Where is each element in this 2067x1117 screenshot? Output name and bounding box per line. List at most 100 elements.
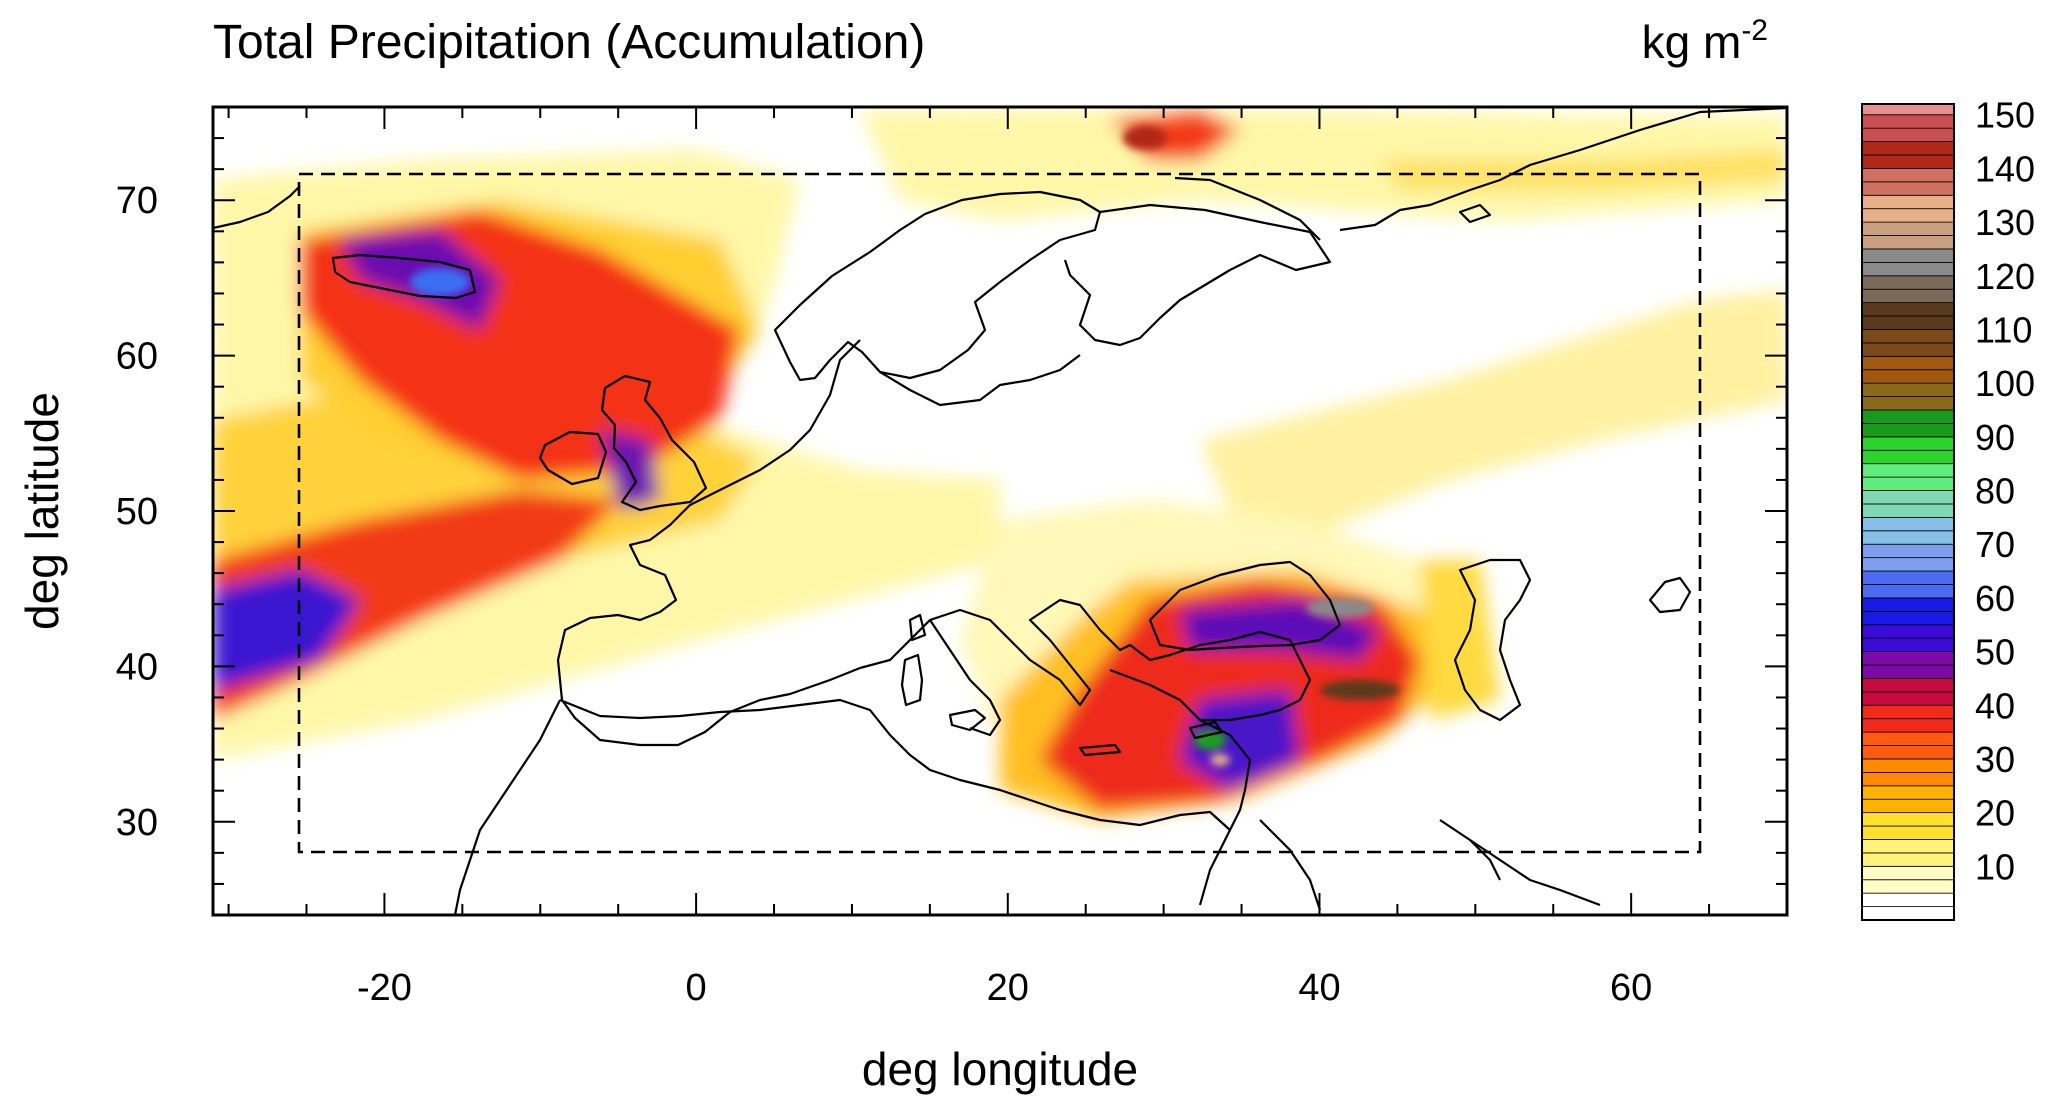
colorbar-segment	[1861, 275, 1955, 290]
colorbar-tick-label: 90	[1975, 417, 2015, 458]
colorbar-segment	[1861, 879, 1955, 894]
colorbar-tick-label: 30	[1975, 739, 2015, 780]
precipitation-cores	[410, 126, 1400, 766]
map-panel	[213, 107, 1787, 915]
colorbar-segment	[1861, 651, 1955, 666]
colorbar-segment	[1861, 570, 1955, 585]
colorbar-segment	[1861, 865, 1955, 881]
colorbar-segment	[1861, 543, 1955, 559]
colorbar-segment	[1861, 302, 1955, 317]
domain-box	[297, 172, 1702, 854]
units-label: kg m-2	[1642, 14, 1768, 68]
colorbar-segment	[1861, 369, 1955, 384]
colorbar-tick-label: 150	[1975, 95, 2035, 136]
colorbar-segment	[1861, 355, 1955, 371]
colorbar-segment	[1861, 463, 1955, 478]
colorbar-segment	[1861, 261, 1955, 277]
colorbar-segment	[1861, 839, 1955, 854]
colorbar-segment	[1861, 409, 1955, 424]
colorbar-segment	[1861, 637, 1955, 652]
colorbar-segment	[1861, 181, 1955, 196]
colorbar-segment	[1861, 892, 1955, 907]
colorbar-tick-label: 140	[1975, 148, 2035, 189]
precipitation-field	[213, 108, 1787, 820]
colorbar-segment	[1861, 503, 1955, 518]
y-tick-label: 40	[116, 646, 158, 688]
colorbar-segment	[1861, 382, 1955, 397]
colorbar-segment	[1861, 141, 1955, 156]
colorbar-frame	[1861, 103, 1955, 921]
colorbar-tick-label: 110	[1975, 309, 2032, 350]
colorbar-tick-label: 60	[1975, 578, 2015, 619]
y-tick-label: 50	[116, 491, 158, 533]
colorbar-labels: 10 20 30 40 50 60 70 80 90 100 110 120 130 140 150	[1975, 95, 2035, 888]
colorbar-segment	[1861, 342, 1955, 357]
y-tick-label: 60	[116, 336, 158, 378]
colorbar-segment	[1861, 610, 1955, 626]
colorbar-segment	[1861, 288, 1955, 304]
y-axis-label: deg latitude	[16, 392, 68, 630]
colorbar-tick-label: 80	[1975, 471, 2015, 512]
colorbar-segment	[1861, 745, 1955, 760]
colorbar-segment	[1861, 597, 1955, 612]
colorbar-segment	[1861, 678, 1955, 693]
colorbar-segment	[1861, 208, 1955, 223]
colorbar-segment	[1861, 798, 1955, 814]
coastlines	[213, 107, 1787, 915]
colorbar-segment	[1861, 691, 1955, 706]
colorbar-segment	[1861, 449, 1955, 465]
x-tick-label: 60	[1610, 967, 1652, 1009]
colorbar-segment	[1861, 168, 1955, 183]
colorbar-tick-label: 10	[1975, 846, 2015, 887]
colorbar-segment	[1861, 436, 1955, 451]
colorbar-segment	[1861, 423, 1955, 438]
axis-ticks	[213, 106, 1788, 916]
colorbar-segment	[1861, 490, 1955, 505]
colorbar-segment	[1861, 731, 1955, 746]
colorbar-segment	[1861, 329, 1955, 344]
colorbar-tick-label: 40	[1975, 685, 2015, 726]
colorbar-segment	[1861, 530, 1955, 545]
colorbar-segment	[1861, 624, 1955, 639]
y-tick-labels: 30 40 50 60 70	[116, 180, 158, 844]
colorbar-segment	[1861, 396, 1955, 411]
colorbar-segment	[1861, 154, 1955, 169]
colorbar-segment	[1861, 127, 1955, 142]
colorbar-segment	[1861, 758, 1955, 773]
colorbar-segment	[1861, 825, 1955, 840]
colorbar-tick-label: 120	[1975, 256, 2035, 297]
colorbar-segment	[1861, 516, 1955, 532]
x-tick-label: 20	[987, 967, 1029, 1009]
colorbar-segment	[1861, 785, 1955, 800]
colorbar-segment	[1861, 114, 1955, 129]
colorbar-tick-label: 50	[1975, 632, 2015, 673]
x-tick-label: -20	[357, 967, 412, 1009]
colorbar-tick-label: 20	[1975, 793, 2015, 834]
colorbar-segment	[1861, 315, 1955, 330]
colorbar-segment	[1861, 718, 1955, 733]
y-tick-label: 70	[116, 180, 158, 222]
x-tick-label: 40	[1298, 967, 1340, 1009]
colorbar-segment	[1861, 584, 1955, 599]
y-tick-label: 30	[116, 802, 158, 844]
colorbar-segment	[1861, 664, 1955, 679]
colorbar-tick-label: 70	[1975, 524, 2015, 565]
colorbar-segment	[1861, 194, 1955, 210]
colorbar-segment	[1861, 235, 1955, 250]
map-title: Total Precipitation (Accumulation)	[213, 16, 925, 69]
colorbar-segment	[1861, 812, 1955, 827]
x-tick-label: 0	[686, 967, 707, 1009]
colorbar-segment	[1861, 704, 1955, 720]
colorbar-tick-label: 130	[1975, 202, 2035, 243]
colorbar	[1861, 103, 1955, 921]
colorbar-segment	[1861, 557, 1955, 572]
colorbar-segment	[1861, 906, 1955, 921]
colorbar-segment	[1861, 221, 1955, 236]
units-exponent: -2	[1741, 14, 1768, 47]
colorbar-segment	[1861, 852, 1955, 867]
colorbar-segment	[1861, 248, 1955, 263]
colorbar-segment	[1861, 103, 1955, 116]
colorbar-tick-label: 100	[1975, 363, 2035, 404]
x-tick-labels: -20 0 20 40 60	[357, 967, 1652, 1009]
